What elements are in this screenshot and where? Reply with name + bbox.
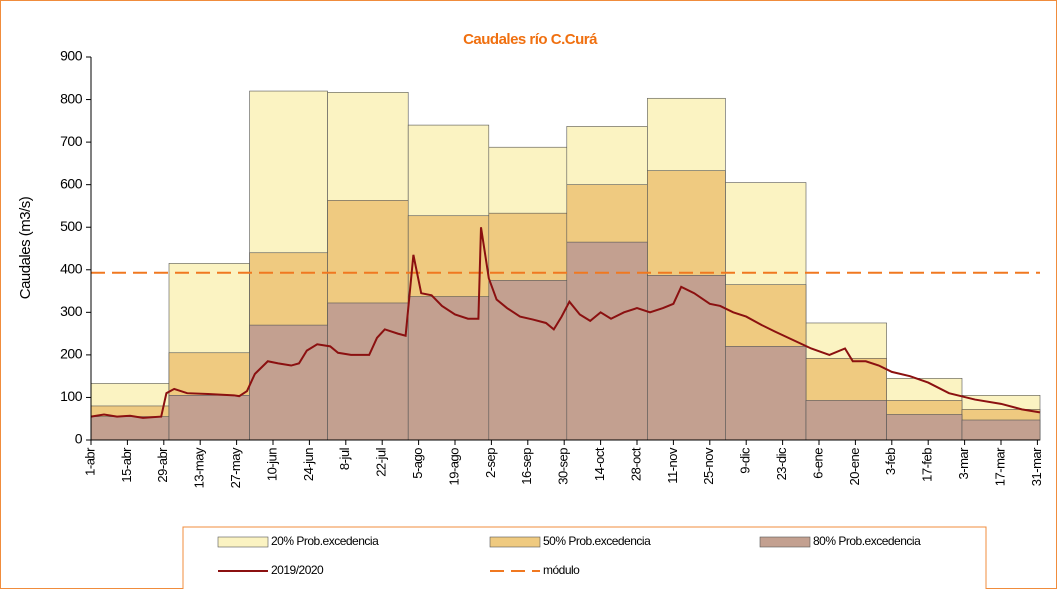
area-step	[488, 280, 568, 441]
x-tick-label: 15-abr	[119, 447, 134, 483]
area-step	[407, 296, 490, 441]
area-step	[647, 275, 726, 441]
x-tick-label: 20-ene	[847, 448, 862, 486]
y-tick-label: 700	[60, 133, 83, 149]
area-step	[961, 419, 1041, 441]
legend-swatch	[489, 536, 541, 548]
x-tick-label: 19-ago	[446, 448, 461, 486]
x-tick-label: 30-sep	[556, 448, 571, 485]
x-tick-label: 6-ene	[810, 448, 825, 479]
area-step	[886, 414, 963, 441]
x-tick-label: 17-feb	[920, 448, 935, 482]
x-tick-label: 1-abr	[82, 447, 97, 476]
x-tick-label: 9-dic	[738, 447, 753, 474]
y-tick-label: 200	[60, 346, 83, 362]
x-tick-label: 31-mar	[1029, 447, 1044, 486]
x-tick-label: 10-jun	[264, 448, 279, 481]
x-tick-label: 8-jul	[337, 447, 352, 470]
x-tick-label: 16-sep	[519, 448, 534, 485]
legend-label: módulo	[543, 563, 580, 577]
x-tick-label: 3-feb	[883, 448, 898, 475]
x-tick-label: 13-may	[192, 447, 207, 488]
y-axis-label: Caudales (m3/s)	[17, 196, 34, 299]
legend-label: 20% Prob.excedencia	[271, 534, 379, 548]
x-tick-label: 2-sep	[483, 448, 498, 478]
legend-box	[182, 526, 987, 589]
x-tick-label: 23-dic	[774, 447, 789, 480]
area-step	[805, 400, 887, 441]
x-tick-label: 5-ago	[410, 448, 425, 479]
area-step	[327, 302, 409, 441]
y-tick-label: 800	[60, 90, 83, 106]
x-tick-label: 22-jul	[374, 447, 389, 476]
y-tick-label: 300	[60, 303, 83, 319]
area-step	[168, 395, 250, 441]
area-step	[90, 416, 170, 441]
area-step	[249, 324, 328, 441]
y-tick-label: 900	[60, 48, 83, 64]
flow-line	[90, 227, 1041, 419]
y-tick-label: 500	[60, 218, 83, 234]
area-step	[566, 241, 648, 441]
legend-swatch	[217, 536, 269, 548]
x-tick-label: 24-jun	[301, 448, 316, 481]
x-tick-label: 25-nov	[701, 447, 716, 485]
x-tick-label: 14-oct	[592, 447, 607, 481]
x-tick-label: 28-oct	[628, 447, 643, 481]
legend-label: 80% Prob.excedencia	[813, 534, 921, 548]
y-tick-label: 600	[60, 175, 83, 191]
y-tick-label: 400	[60, 260, 83, 276]
area-step	[725, 346, 807, 441]
x-tick-label: 11-nov	[665, 447, 680, 484]
x-tick-label: 29-abr	[155, 447, 170, 483]
legend-label: 2019/2020	[271, 563, 324, 577]
legend-swatch	[759, 536, 811, 548]
y-tick-label: 0	[75, 431, 83, 447]
chart-title: Caudales río C.Curá	[463, 31, 598, 48]
legend-label: 50% Prob.excedencia	[543, 534, 651, 548]
x-tick-label: 17-mar	[992, 447, 1007, 486]
x-tick-label: 27-may	[228, 447, 243, 488]
x-tick-label: 3-mar	[956, 447, 971, 480]
y-tick-label: 100	[60, 388, 83, 404]
